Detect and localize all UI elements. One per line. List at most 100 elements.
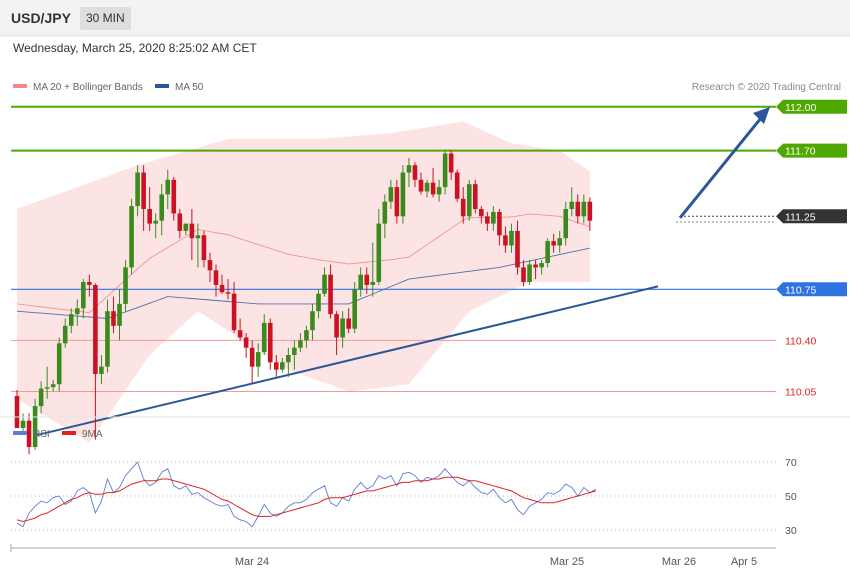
candle-body <box>87 282 92 285</box>
candle-body <box>497 211 502 236</box>
candle-body <box>117 303 122 326</box>
candle-body <box>316 293 321 312</box>
candle-body <box>123 267 128 304</box>
candle-body <box>153 220 158 224</box>
candle-body <box>129 206 134 268</box>
candle-body <box>213 270 219 285</box>
level-label: 110.40 <box>785 335 816 347</box>
candle-body <box>454 172 460 199</box>
candle-body <box>20 420 26 428</box>
candle-body <box>394 187 400 217</box>
candle-body <box>400 172 406 217</box>
candle-body <box>38 388 44 407</box>
candle-body <box>183 223 189 231</box>
candle-body <box>50 384 56 388</box>
candle-body <box>141 172 146 209</box>
candle-body <box>563 209 569 239</box>
candle-body <box>243 337 249 348</box>
candle-body <box>364 274 370 285</box>
candle-body <box>551 241 556 246</box>
ma50-legend-swatch <box>155 84 169 88</box>
candle-body <box>346 318 351 329</box>
candle-body <box>334 314 339 338</box>
candle-body <box>430 182 436 195</box>
x-tick-label: Mar 26 <box>662 556 696 568</box>
level-tag-current <box>776 209 847 224</box>
candle-body <box>491 211 496 224</box>
candle-body <box>412 165 418 180</box>
candle-body <box>56 343 62 385</box>
candle-body <box>533 264 538 268</box>
candle-body <box>569 201 575 209</box>
candle-body <box>472 184 478 209</box>
candle-body <box>310 311 315 331</box>
candle-body <box>189 223 195 239</box>
candle-body <box>358 274 364 290</box>
candle-body <box>545 241 550 264</box>
candle-body <box>159 194 165 221</box>
rsi-tick-label: 70 <box>785 457 797 469</box>
x-tick-label: Apr 5 <box>731 556 757 568</box>
level-label: 110.05 <box>785 387 816 399</box>
candle-body <box>322 274 327 294</box>
candle-body <box>340 318 345 338</box>
candle-body <box>267 322 273 363</box>
candle-body <box>44 387 50 389</box>
candle-body <box>527 264 532 282</box>
candle-body <box>75 308 80 315</box>
candle-body <box>135 172 140 207</box>
candle-body <box>370 282 376 285</box>
chart-datetime: Wednesday, March 25, 2020 8:25:02 AM CET <box>13 41 257 55</box>
level-tag-resistance <box>776 99 847 114</box>
candle-body <box>171 179 177 214</box>
candle-body <box>207 260 213 271</box>
candle-body <box>231 293 237 331</box>
candle-body <box>418 179 424 192</box>
level-label: 110.75 <box>785 284 816 296</box>
uptrend-line <box>35 285 659 437</box>
candle-body <box>273 362 279 370</box>
level-tag-pivot <box>776 282 847 297</box>
candle-body <box>280 362 285 370</box>
candle-body <box>466 184 472 217</box>
candle-body <box>328 274 333 315</box>
copyright-label: Research © 2020 Trading Central <box>692 82 841 93</box>
candle-body <box>376 223 382 282</box>
chart-panel: Wednesday, March 25, 2020 8:25:02 AM CET… <box>0 37 850 576</box>
price-chart[interactable]: 112.00 111.70 111.25 110.75 110.40 110.05 MA … <box>0 37 850 576</box>
candle-body <box>249 347 255 367</box>
rsi-ma-line <box>16 476 597 523</box>
timeframe-button[interactable]: 30 MIN <box>80 7 131 30</box>
header-bar: USD/JPY 30 MIN <box>0 0 850 36</box>
candle-body <box>255 352 261 367</box>
candle-body <box>165 179 171 195</box>
candle-body <box>575 201 581 217</box>
candle-body <box>539 263 544 268</box>
level-label: 111.25 <box>785 211 816 223</box>
candle-body <box>219 284 225 293</box>
candle-body <box>195 235 201 239</box>
candle-body <box>448 153 454 173</box>
candle-body <box>587 201 593 221</box>
candle-body <box>201 235 207 261</box>
level-label: 111.70 <box>785 146 816 158</box>
candle-body <box>298 340 303 348</box>
candle-body <box>68 314 74 326</box>
ma50-legend-label: MA 50 <box>175 82 204 93</box>
target-arrow-head <box>753 107 770 124</box>
rsi-line <box>16 461 597 528</box>
candle-body <box>261 322 267 353</box>
rsi-legend-label: RSI <box>33 429 50 440</box>
candle-body <box>515 230 520 268</box>
candle-body <box>382 201 388 224</box>
candle-body <box>352 289 357 329</box>
candle-body <box>99 366 104 374</box>
candle-body <box>503 235 508 246</box>
rsi-legend-swatch <box>13 431 27 435</box>
bollinger-band <box>17 121 590 443</box>
ma20-bb-legend-swatch <box>13 84 27 88</box>
candle-body <box>111 311 116 326</box>
candle-body <box>26 420 32 447</box>
candle-body <box>485 216 490 224</box>
rsi-tick-label: 50 <box>785 491 797 503</box>
